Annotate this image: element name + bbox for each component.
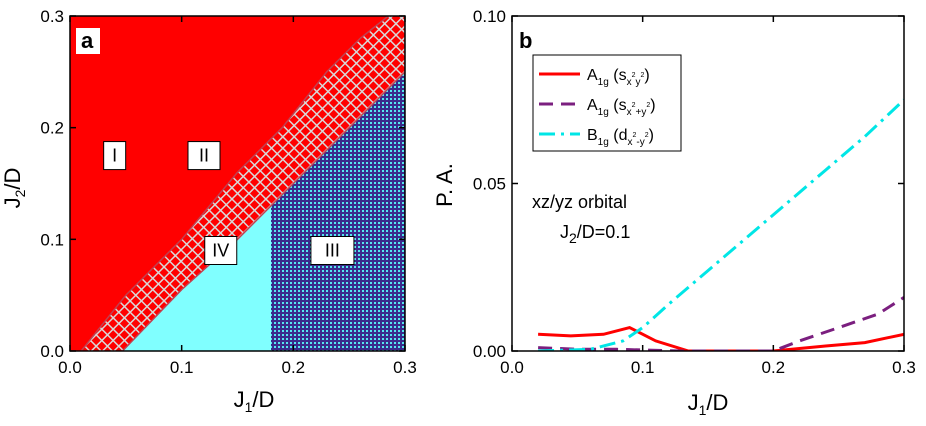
panel-b-x-tick-label: 0.2 [762, 358, 786, 377]
panel-b-y-tick-label: 0.05 [473, 175, 506, 194]
annotation: xz/yz orbital J2/D=0.1 [532, 192, 630, 246]
panel-b-ticks: 0.0 0.1 0.2 0.3 0.00 0.05 0.10 [473, 7, 916, 377]
boundary-II-lower-line [121, 16, 405, 351]
series-line-2 [538, 296, 904, 351]
panel-a-y-tick-label: 0.1 [40, 230, 64, 249]
region-label-II: II [187, 141, 221, 171]
legend: A1g (sx2y2) A1g (sx2+y2) B1g (dx2-y2) [532, 54, 682, 152]
panel-b-x-tick-label: 0.3 [892, 358, 916, 377]
panel-b: 0.0 0.1 0.2 0.30.000.050.10 b A1g (sx2y2)A1… [432, 7, 916, 418]
panel-a-letter: a [81, 28, 94, 53]
series-line-3 [538, 98, 904, 351]
region-IV-area [122, 205, 271, 351]
panel-a-x-title: J1/D [234, 387, 275, 415]
panel-a-x-tick-label: 0.3 [393, 358, 417, 377]
legend-box [532, 54, 682, 152]
region-label-box [103, 141, 127, 171]
panel-b-letter: b [519, 28, 532, 53]
panel-b-x-title: J1/D [688, 390, 729, 418]
boundary-I-II-line [80, 16, 389, 351]
panel-a-x-tick-label: 0.2 [282, 358, 306, 377]
annotation-line-2: J2/D=0.1 [560, 222, 630, 246]
panel-a-y-tick-label: 0.2 [40, 119, 64, 138]
panel-a-ticks: 0.0 0.1 0.2 0.3 0.0 0.1 0.2 0.3 [40, 7, 416, 377]
region-label-text: III [325, 241, 340, 261]
region-label-box [204, 236, 238, 265]
region-II-area [81, 16, 405, 351]
region-label-IV: IV [204, 236, 238, 265]
panel-a-y-title: J2/D [0, 168, 28, 209]
region-label-box [310, 236, 355, 265]
region-label-III: III [310, 236, 355, 265]
panel-b-x-tick-label: 0.0 [500, 358, 524, 377]
panel-b-series [538, 98, 904, 351]
panel-a-frame [69, 15, 406, 352]
panel-b-y-tick-label: 0.00 [473, 342, 506, 361]
region-label-text: IV [212, 241, 229, 261]
panel-b-y-tick-label: 0.10 [473, 7, 506, 26]
region-label-text: I [112, 146, 117, 166]
panel-a-y-tick-label: 0.0 [40, 342, 64, 361]
region-III-area [271, 16, 405, 351]
region-label-I: I [103, 141, 127, 171]
legend-label-2: A1g (sx2+y2) [587, 97, 656, 118]
panel-b-x-tick-label: 0.1 [631, 358, 655, 377]
panel-b-y-title: P. A. [432, 163, 457, 207]
panel-a-x-tick-label: 0.0 [58, 358, 82, 377]
legend-label-3: B1g (dx2-y2) [587, 127, 654, 148]
region-label-text: II [199, 146, 209, 166]
legend-label-1: A1g (sx2y2) [587, 67, 650, 88]
annotation-line-1: xz/yz orbital [532, 192, 627, 212]
panel-a-y-tick-label: 0.3 [40, 7, 64, 26]
series-line-1 [538, 326, 904, 351]
region-label-box [187, 141, 221, 171]
panel-a-letter-box [76, 28, 100, 54]
region-I-area [70, 16, 389, 351]
panel-a-x-tick-label: 0.1 [170, 358, 194, 377]
